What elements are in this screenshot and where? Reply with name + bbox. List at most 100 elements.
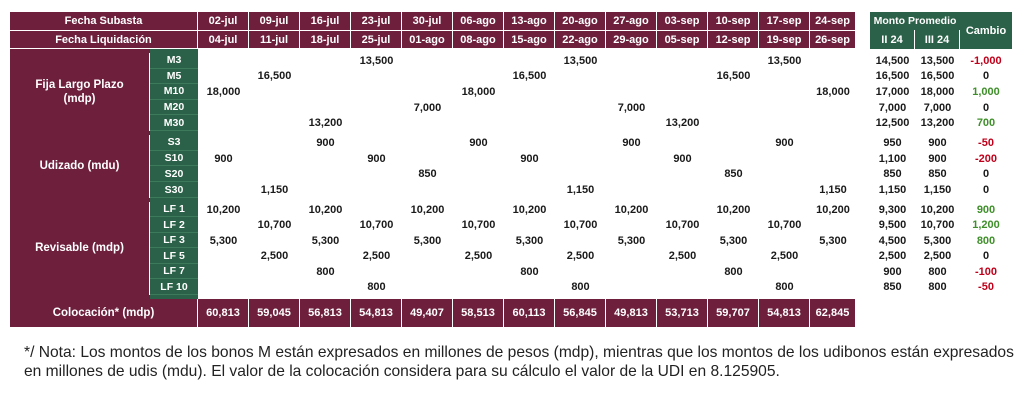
amount-cell: 10,200 [308,203,343,216]
amount-cell [810,248,856,264]
subasta-date: 20-ago [555,12,606,31]
amount-cell [657,182,708,198]
amount-cell [249,166,300,182]
amount-cell [300,248,351,264]
amount-cell [606,151,657,167]
colocacion-value: 49,813 [606,298,657,327]
amount-cell [606,182,657,198]
ii-24-value: 850 [883,168,902,181]
amount-cell [606,279,657,295]
tenor-label: M20 [150,99,198,116]
ii-24-value: 16,500 [875,70,910,83]
amount-cell: 5,300 [413,234,442,247]
amount-cell: 10,200 [716,203,751,216]
group-gap [351,130,402,135]
amount-cell [351,233,402,249]
amount-cell [198,264,249,280]
amount-cell: 13,200 [308,117,343,130]
group-gap [657,197,708,202]
amount-cell [402,53,453,69]
amount-cell [810,264,856,280]
amount-cell [606,53,657,69]
amount-cell [198,166,249,182]
amount-cell [351,135,402,151]
amount-cell [606,115,657,131]
cambio-value: 800 [976,234,996,247]
tenor-label: S3 [150,134,198,151]
group-gap [657,49,708,53]
amount-cell: 5,300 [719,234,748,247]
subasta-date: 17-sep [759,12,810,31]
amount-cell: 10,200 [512,203,547,216]
amount-cell: 10,700 [359,219,394,232]
colocacion-value: 56,813 [300,298,351,327]
amount-cell [249,53,300,69]
colocacion-value: 58,513 [453,298,504,327]
amount-cell [504,248,555,264]
amount-cell [810,69,856,85]
amount-cell [249,84,300,100]
amount-cell [606,84,657,100]
amount-cell [708,182,759,198]
group-gap [198,294,249,299]
ii-24-value: 7,000 [878,101,907,114]
iii-24-value: 7,000 [923,101,952,114]
amount-cell [453,115,504,131]
liquidacion-date: 26-sep [810,31,856,49]
amount-cell [810,53,856,69]
group-gap [810,294,856,299]
amount-cell [453,279,504,295]
amount-cell [555,84,606,100]
amount-cell [555,233,606,249]
amount-cell [453,264,504,280]
amount-cell [249,279,300,295]
amount-cell [810,279,856,295]
group-label: Revisable (mdp) [10,201,150,295]
amount-cell [657,279,708,295]
amount-cell: 18,000 [206,85,241,98]
amount-cell [504,135,555,151]
amount-cell [198,217,249,233]
amount-cell [300,166,351,182]
amount-cell [300,217,351,233]
amount-cell [708,84,759,100]
amount-cell [759,233,810,249]
amount-cell [453,100,504,116]
amount-cell [453,233,504,249]
amount-cell [555,166,606,182]
amount-cell: 5,300 [819,234,847,247]
cambio-value: -50 [978,281,994,294]
amount-cell [810,217,856,233]
subasta-date: 27-ago [606,12,657,31]
amount-cell [810,135,856,151]
cambio-value: 1,200 [972,219,1000,232]
amount-cell [759,84,810,100]
subasta-date: 03-sep [657,12,708,31]
amount-cell [555,202,606,218]
cambio-value: 0 [982,184,990,197]
amount-cell [402,217,453,233]
amount-cell [249,100,300,116]
tenor-label: M3 [150,53,198,69]
amount-cell [351,115,402,131]
group-gap [810,130,856,135]
amount-cell [657,202,708,218]
iii-24-value: 16,500 [920,70,955,83]
group-gap [708,130,759,135]
summary-table: Monto Promedio Cambio II 24 III 24 14,500 13,… [870,12,1012,295]
subasta-date: 02-jul [198,12,249,31]
amount-cell [657,69,708,85]
amount-cell [810,151,856,167]
iii-24-value: 10,200 [920,203,955,216]
amount-cell [402,84,453,100]
tenor-label: LF 5 [150,248,198,264]
cambio-value: 0 [982,250,990,263]
amount-cell [402,69,453,85]
colocacion-value: 54,813 [351,298,402,327]
group-gap [606,49,657,53]
amount-cell [402,248,453,264]
iii-24-value: 850 [928,168,947,181]
tenor-label: S30 [150,182,198,198]
amount-cell [198,53,249,69]
amount-cell: 13,200 [665,117,700,130]
